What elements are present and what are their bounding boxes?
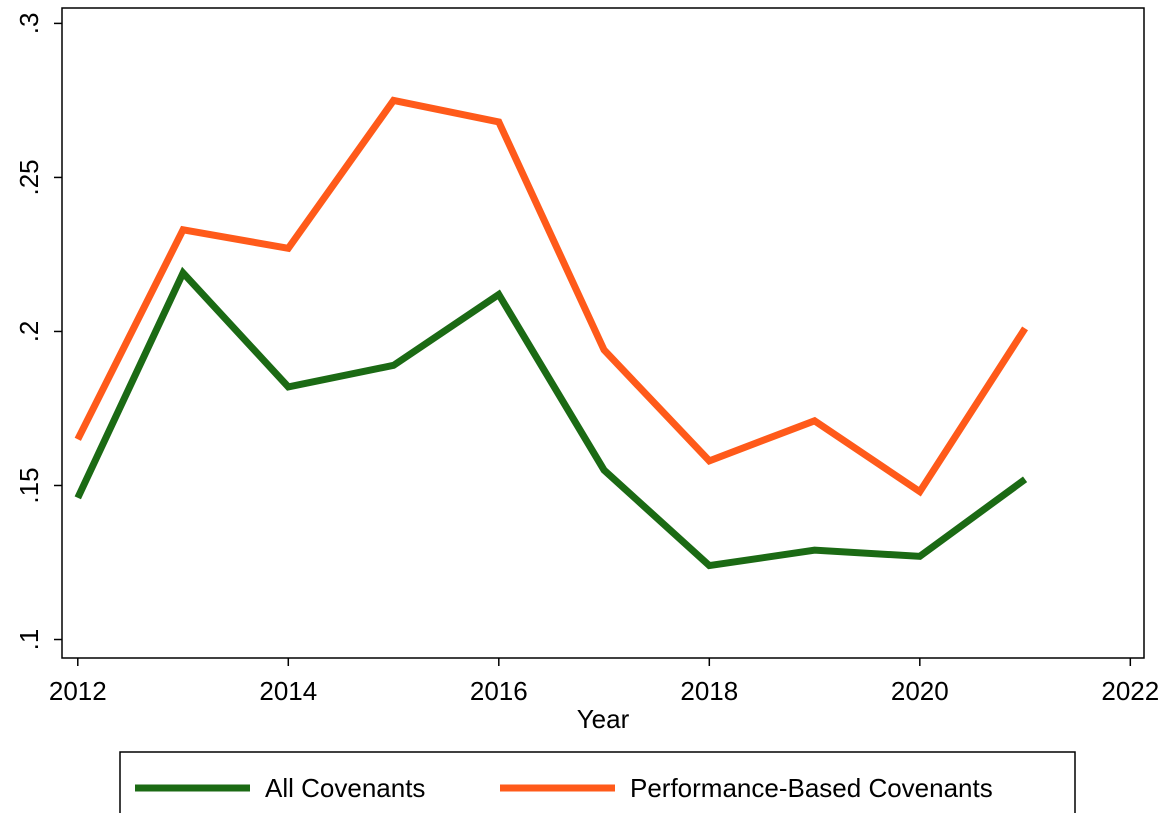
legend-label: All Covenants xyxy=(265,773,425,803)
series-line xyxy=(74,266,1028,570)
x-tick-label: 2012 xyxy=(49,676,107,706)
y-tick-label: .25 xyxy=(14,159,44,195)
x-tick-label: 2018 xyxy=(680,676,738,706)
x-tick-label: 2020 xyxy=(891,676,949,706)
x-axis-label: Year xyxy=(577,704,630,734)
y-tick-label: .1 xyxy=(14,629,44,651)
y-tick-label: .15 xyxy=(14,467,44,503)
y-tick-label: .2 xyxy=(14,321,44,343)
legend-label: Performance-Based Covenants xyxy=(630,773,993,803)
y-tick-label: .3 xyxy=(14,13,44,35)
x-tick-label: 2022 xyxy=(1101,676,1159,706)
series-line xyxy=(74,96,1029,497)
plot-frame xyxy=(61,7,1145,659)
x-tick-label: 2016 xyxy=(470,676,528,706)
x-tick-label: 2014 xyxy=(259,676,317,706)
legend-box xyxy=(119,751,1076,813)
